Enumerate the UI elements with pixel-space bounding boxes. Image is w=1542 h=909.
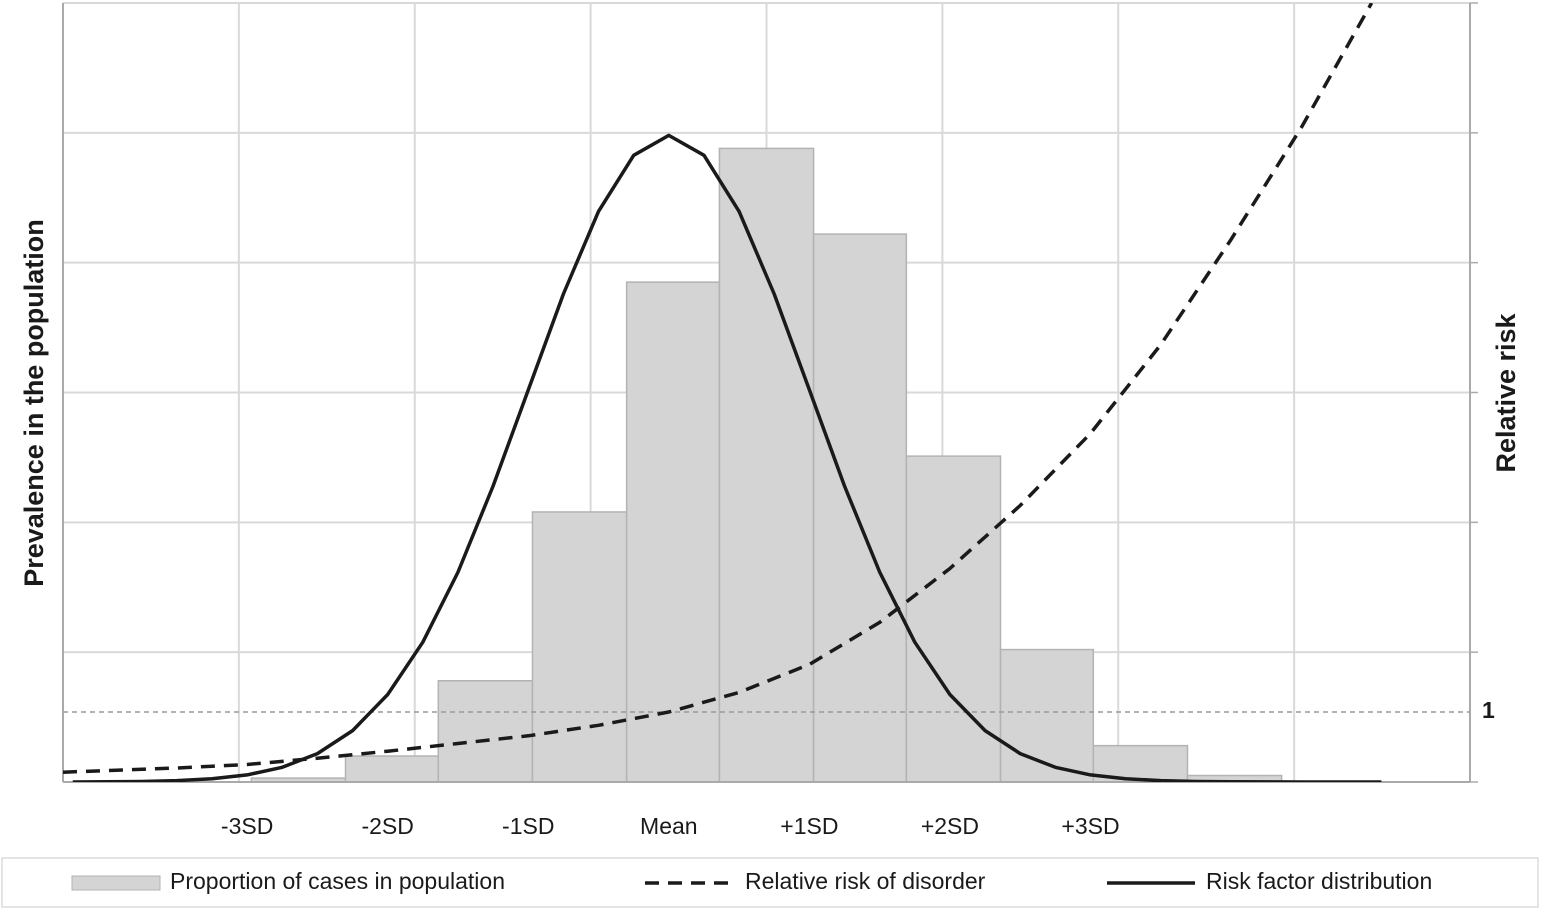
x-tick-label: +3SD: [1061, 813, 1119, 839]
legend-swatch: [71, 875, 161, 891]
histogram-bar: [344, 755, 440, 783]
legend-box: [1, 857, 1539, 908]
x-tick-label: -3SD: [221, 813, 273, 839]
legend-label: Risk factor distribution: [1206, 868, 1432, 894]
y-axis-label: Prevalence in the population: [19, 219, 49, 587]
legend-label: Relative risk of disorder: [745, 868, 986, 894]
lines: [63, 3, 1382, 782]
series-line: [72, 133, 1382, 782]
histogram-bar: [625, 281, 721, 783]
histogram-bar: [437, 679, 534, 783]
legend-label: Proportion of cases in population: [170, 868, 505, 894]
y2-tick-label: 1: [1482, 697, 1495, 723]
histogram-bar: [531, 511, 628, 783]
histogram-bar: [905, 455, 1002, 783]
x-tick-label: +2SD: [921, 813, 979, 839]
y2-axis-label: Relative risk: [1491, 312, 1521, 472]
histogram-bar: [718, 147, 815, 783]
x-tick-label: +1SD: [780, 813, 838, 839]
x-tick-label: -2SD: [361, 813, 413, 839]
series-line: [63, 3, 1374, 774]
histogram-bar: [812, 233, 908, 783]
x-tick-label: Mean: [640, 813, 698, 839]
x-tick-label: -1SD: [502, 813, 554, 839]
histogram-bar: [999, 648, 1095, 783]
